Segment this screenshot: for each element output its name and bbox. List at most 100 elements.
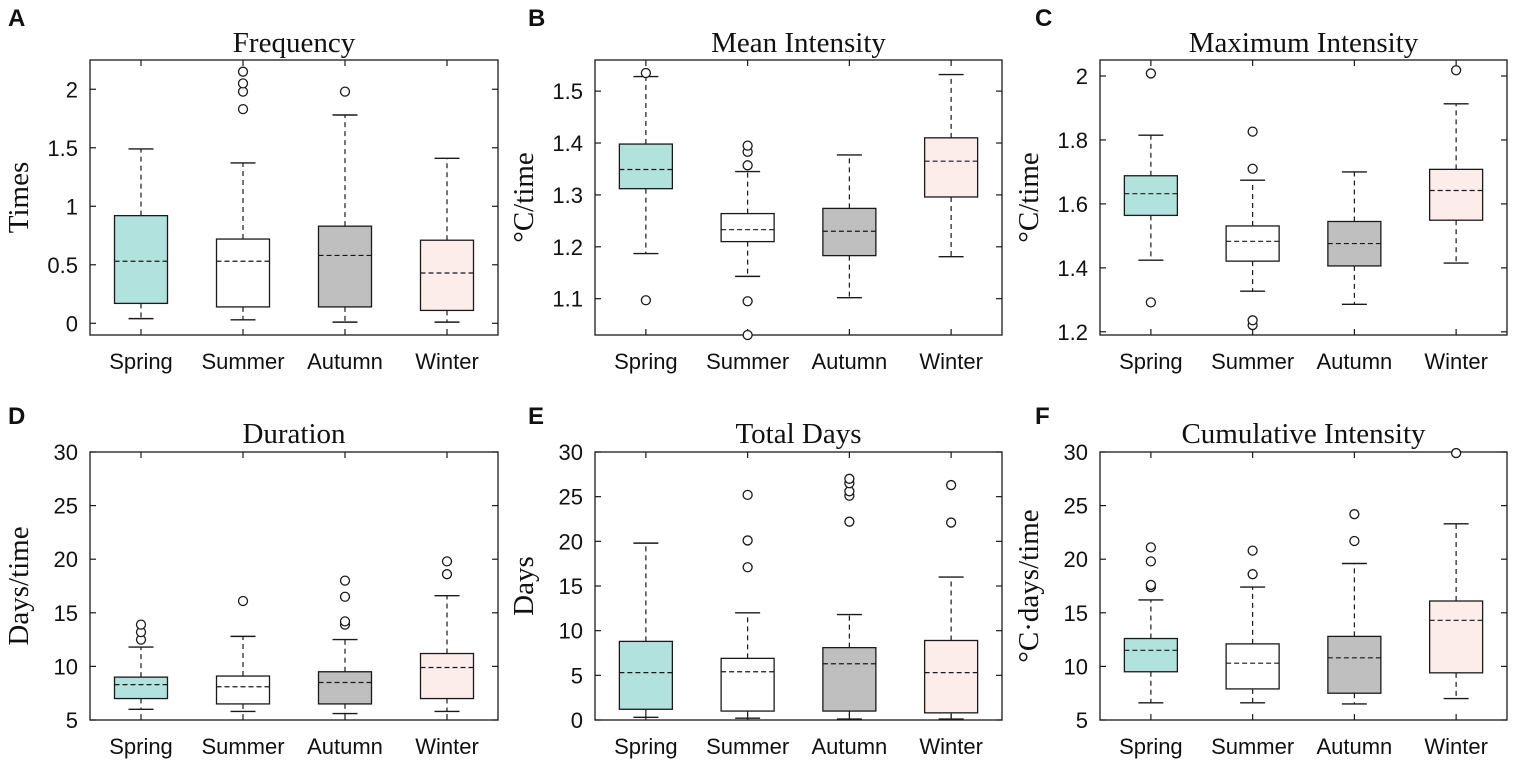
y-tick-label: 15 [1064, 601, 1088, 626]
y-tick-label: 30 [1064, 440, 1088, 465]
plot-frame [89, 59, 499, 336]
outlier-point-summer [742, 140, 753, 151]
box-spring [618, 640, 674, 710]
outlier-point-summer [742, 562, 753, 573]
outlier-point-summer [237, 595, 249, 607]
outlier-point-autumn [339, 616, 351, 627]
box-spring [1123, 637, 1179, 673]
y-axis-label: Days/time [3, 526, 35, 645]
x-tick-label-spring: Spring [614, 734, 678, 759]
outlier-point-spring [1145, 68, 1157, 79]
x-tick-label-summer: Summer [201, 734, 284, 759]
box-autumn [317, 671, 373, 705]
outlier-point-winter [441, 569, 453, 580]
y-tick-label: 15 [559, 574, 583, 599]
x-tick-label-summer: Summer [1211, 734, 1294, 759]
panel-duration: D Duration Days/time 5 10 15 20 25 30 Spring Summ… [3, 403, 499, 759]
outlier-point-autumn [339, 575, 351, 586]
x-tick-label-spring: Spring [614, 349, 678, 374]
chart-title-cumulative-intensity: Cumulative Intensity [1181, 418, 1426, 450]
outlier-point-summer [1247, 315, 1258, 326]
outlier-point-summer [1247, 163, 1258, 174]
x-tick-label-winter: Winter [919, 349, 983, 374]
outlier-point-winter [1450, 65, 1462, 76]
box-winter [923, 639, 979, 714]
y-axis-label: °C/time [1013, 152, 1045, 243]
panel-letter-b: B [528, 5, 545, 32]
box-winter [923, 137, 979, 198]
y-tick-label: 2 [1076, 64, 1088, 89]
chart-title-total-days: Total Days [735, 418, 861, 450]
box-spring [618, 143, 674, 190]
plot-frame [594, 59, 1003, 336]
outlier-point-winter [945, 517, 957, 528]
x-tick-label-winter: Winter [1424, 349, 1488, 374]
y-tick-label: 1.6 [1057, 192, 1088, 217]
y-tick-label: 10 [559, 619, 583, 644]
x-tick-label-autumn: Autumn [811, 734, 887, 759]
y-tick-label: 1.5 [552, 79, 583, 104]
x-tick-label-spring: Spring [109, 734, 173, 759]
outlier-point-autumn [844, 473, 855, 484]
panel-letter-a: A [8, 5, 25, 32]
y-tick-label: 1.2 [1057, 320, 1088, 345]
outlier-point-summer [742, 160, 753, 171]
panel-cumulative-intensity: F Cumulative Intensity °C·days/time 5 10 15 2… [1013, 403, 1508, 759]
y-tick-label: 0.5 [47, 253, 78, 278]
box-winter [419, 239, 475, 312]
box-summer [1225, 643, 1280, 690]
y-tick-label: 10 [54, 654, 78, 679]
x-tick-label-winter: Winter [415, 349, 479, 374]
chart-title-frequency: Frequency [233, 27, 356, 59]
panel-letter-d: D [8, 403, 25, 430]
chart-title-duration: Duration [242, 418, 346, 450]
y-tick-label: 25 [559, 485, 583, 510]
box-summer [215, 675, 271, 705]
y-tick-label: 0 [571, 708, 583, 733]
y-tick-label: 5 [1076, 708, 1088, 733]
outlier-point-winter [945, 479, 957, 491]
panel-total-days: E Total Days Days 0 5 10 15 20 25 30 Spring Summer… [508, 403, 1003, 759]
x-tick-label-summer: Summer [706, 349, 789, 374]
outlier-point-summer [1247, 569, 1258, 580]
x-tick-label-autumn: Autumn [811, 349, 887, 374]
outlier-point-spring [640, 295, 652, 306]
x-tick-label-winter: Winter [1424, 734, 1488, 759]
box-autumn [1327, 635, 1382, 694]
y-axis-label: Days [508, 556, 540, 616]
x-tick-label-summer: Summer [706, 734, 789, 759]
x-tick-label-winter: Winter [919, 734, 983, 759]
outlier-point-autumn [339, 86, 351, 97]
plot-frame [1099, 59, 1508, 336]
y-tick-label: 20 [54, 547, 78, 572]
outlier-point-summer [742, 329, 753, 341]
x-tick-label-autumn: Autumn [307, 349, 383, 374]
y-tick-label: 5 [571, 663, 583, 688]
y-axis-label: Times [3, 162, 35, 233]
outlier-point-spring [1145, 556, 1157, 567]
y-tick-label: 1.2 [552, 235, 583, 260]
x-tick-label-spring: Spring [1119, 734, 1183, 759]
outlier-point-winter [441, 556, 453, 567]
y-tick-label: 10 [1064, 654, 1088, 679]
y-tick-label: 15 [54, 601, 78, 626]
y-tick-label: 30 [559, 440, 583, 465]
y-tick-label: 5 [66, 708, 78, 733]
box-spring [1123, 175, 1179, 217]
box-summer [720, 657, 775, 712]
y-tick-label: 1 [66, 194, 78, 219]
box-autumn [317, 225, 373, 308]
outlier-point-winter [1450, 447, 1462, 459]
y-tick-label: 25 [54, 494, 78, 519]
x-tick-label-autumn: Autumn [1316, 734, 1392, 759]
chart-title-maximum-intensity: Maximum Intensity [1189, 27, 1419, 59]
outlier-point-spring [640, 67, 652, 79]
y-axis-label: °C·days/time [1013, 509, 1045, 662]
panel-maximum-intensity: C Maximum Intensity °C/time 1.2 1.4 1.6 1.8 2 S… [1013, 5, 1508, 374]
plot-frame [1099, 451, 1508, 721]
outlier-point-autumn [1349, 509, 1360, 520]
outlier-point-summer [237, 103, 249, 115]
y-tick-label: 1.3 [552, 183, 583, 208]
outlier-point-summer [1247, 126, 1258, 137]
x-tick-label-spring: Spring [109, 349, 173, 374]
